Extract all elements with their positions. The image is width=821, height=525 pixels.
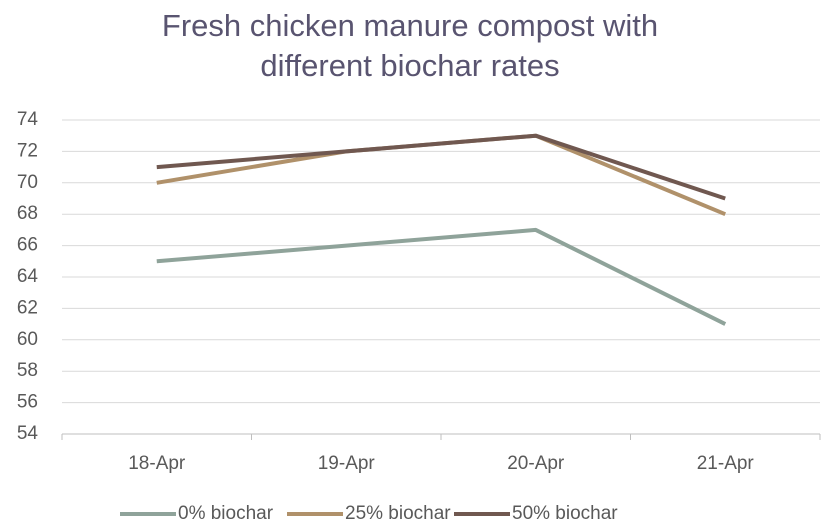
legend-label: 50% biochar <box>512 503 618 524</box>
y-tick-label: 62 <box>17 297 38 318</box>
x-tick-label: 20-Apr <box>507 453 565 474</box>
x-tick-label: 18-Apr <box>128 453 186 474</box>
series-line <box>156 133 726 201</box>
chart-title: Fresh chicken manure compost with differ… <box>161 8 659 83</box>
legend-label: 25% biochar <box>345 503 451 524</box>
y-tick-label: 66 <box>17 235 38 256</box>
series-line <box>156 227 727 326</box>
y-tick-label: 54 <box>17 423 39 444</box>
y-tick-label: 70 <box>17 172 38 193</box>
legend-label: 0% biochar <box>178 503 274 524</box>
y-tick-label: 64 <box>17 266 39 287</box>
y-tick-label: 56 <box>17 392 38 413</box>
y-tick-label: 68 <box>17 203 38 224</box>
series-line <box>156 133 727 217</box>
y-tick-label: 60 <box>17 329 38 350</box>
y-tick-label: 74 <box>17 109 39 130</box>
y-tick-label: 72 <box>17 140 38 161</box>
y-tick-label: 58 <box>17 360 38 381</box>
x-tick-label: 19-Apr <box>318 453 376 474</box>
x-tick-label: 21-Apr <box>697 453 755 474</box>
